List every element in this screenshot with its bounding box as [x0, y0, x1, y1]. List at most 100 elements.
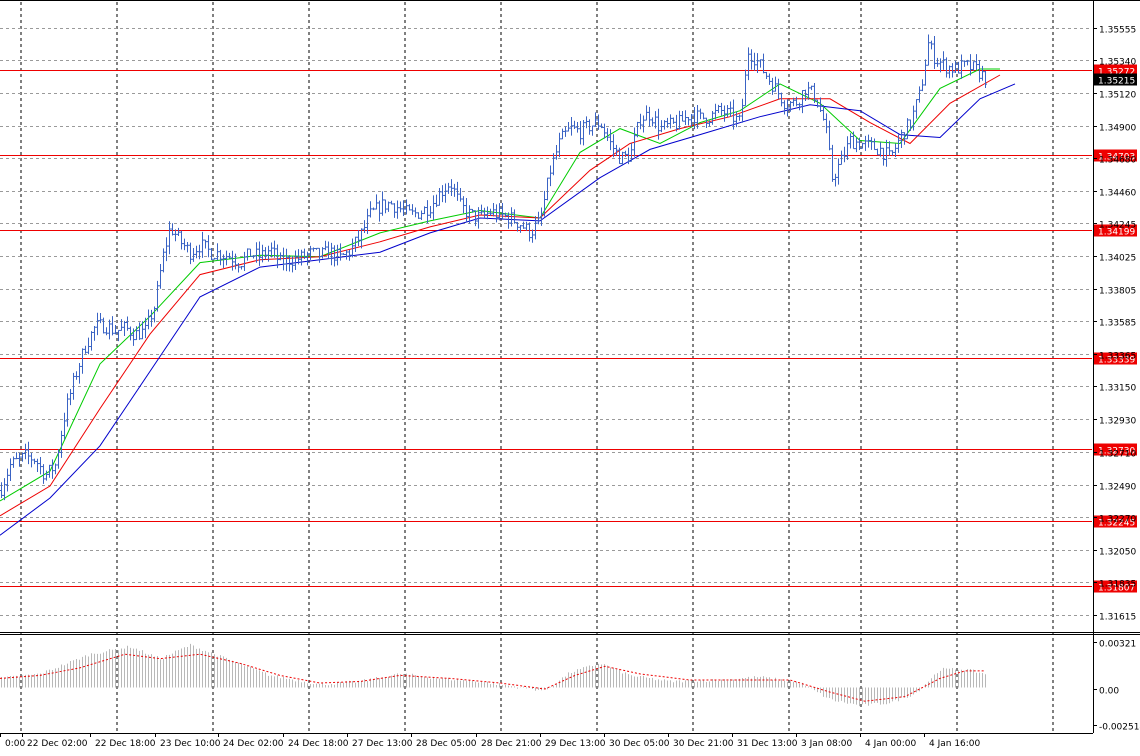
candle: [12, 456, 15, 468]
candle: [387, 201, 390, 212]
level-label: 1.35272: [1098, 68, 1135, 78]
candle: [705, 117, 708, 129]
support-resistance-levels[interactable]: 1.35272 1.34703 1.34199 1.33339 1.32730 1.322…: [0, 64, 1137, 594]
candle: [405, 199, 408, 215]
oscillator-tick-label: 0.00: [1099, 687, 1119, 697]
candle: [204, 239, 207, 249]
candle: [252, 255, 255, 259]
price-tick-label: 1.34680: [1099, 156, 1136, 166]
candle: [825, 113, 828, 134]
candle: [594, 112, 597, 127]
candle: [450, 179, 453, 197]
candle: [153, 306, 156, 323]
candle: [783, 100, 786, 115]
candle: [741, 98, 744, 123]
candle: [75, 371, 78, 380]
candle: [756, 53, 759, 73]
candle: [279, 252, 282, 261]
price-tick-label: 1.31835: [1099, 580, 1136, 590]
candle: [165, 237, 168, 262]
candle: [18, 452, 21, 467]
price-tick-label: 1.32270: [1099, 515, 1136, 525]
time-tick-label: 4 Jan 00:00: [865, 739, 917, 749]
candle: [966, 59, 969, 66]
candle: [945, 57, 948, 78]
candle: [627, 147, 630, 165]
candle: [789, 100, 792, 112]
candle: [696, 105, 699, 129]
candle: [720, 102, 723, 116]
candle: [285, 248, 288, 272]
time-tick-label: 27 Dec 13:00: [352, 739, 413, 749]
candle: [528, 222, 531, 242]
price-tick-label: 1.34900: [1099, 124, 1136, 134]
candle: [591, 125, 594, 136]
candle: [573, 120, 576, 130]
candle: [885, 139, 888, 167]
candle: [828, 120, 831, 151]
candle: [72, 372, 75, 400]
candle: [123, 320, 126, 336]
candle: [213, 257, 216, 260]
candle: [906, 118, 909, 140]
candle: [951, 63, 954, 78]
candle: [390, 200, 393, 205]
candle: [804, 89, 807, 102]
candle: [876, 148, 879, 156]
candle: [126, 316, 129, 331]
time-tick-label: 23 Dec 10:00: [160, 739, 221, 749]
candle: [543, 190, 546, 217]
candle: [6, 468, 9, 492]
candle: [972, 61, 975, 71]
candle: [894, 143, 897, 158]
level-label: 1.34199: [1098, 228, 1135, 238]
candle: [564, 126, 567, 137]
candle: [366, 208, 369, 234]
candle: [846, 136, 849, 160]
candle: [207, 235, 210, 258]
candle: [87, 337, 90, 355]
candle: [939, 58, 942, 73]
time-tick-label: 24 Dec 02:00: [223, 739, 284, 749]
moving-average-line-3: [0, 83, 1016, 536]
candle: [462, 196, 465, 214]
candle: [888, 141, 891, 156]
candle: [363, 220, 366, 234]
candle: [147, 309, 150, 330]
candle: [9, 458, 12, 482]
candle: [381, 191, 384, 216]
price-tick-label: 1.32050: [1099, 548, 1136, 558]
candle: [765, 71, 768, 79]
candle: [633, 127, 636, 157]
candle: [693, 106, 696, 130]
candle: [933, 36, 936, 69]
candle: [297, 249, 300, 265]
candle: [42, 464, 45, 484]
candle: [843, 146, 846, 163]
candle: [807, 81, 810, 100]
candle: [270, 242, 273, 258]
candle: [681, 111, 684, 122]
candle: [210, 248, 213, 260]
candle: [78, 362, 81, 384]
candle: [282, 247, 285, 271]
candle: [570, 117, 573, 136]
price-tick-label: 1.31615: [1099, 613, 1136, 623]
candle: [540, 207, 543, 226]
candle: [33, 458, 36, 465]
candle: [501, 203, 504, 220]
candle: [444, 183, 447, 203]
candle: [489, 208, 492, 216]
candle: [345, 250, 348, 260]
candle: [90, 331, 93, 351]
level-label: 1.34703: [1098, 153, 1135, 163]
candle: [855, 137, 858, 153]
level-label-box: [1094, 224, 1137, 237]
candle: [858, 137, 861, 150]
candle: [375, 194, 378, 210]
candle: [294, 250, 297, 271]
candle: [978, 60, 981, 83]
candle: [168, 221, 171, 255]
candle: [735, 111, 738, 128]
